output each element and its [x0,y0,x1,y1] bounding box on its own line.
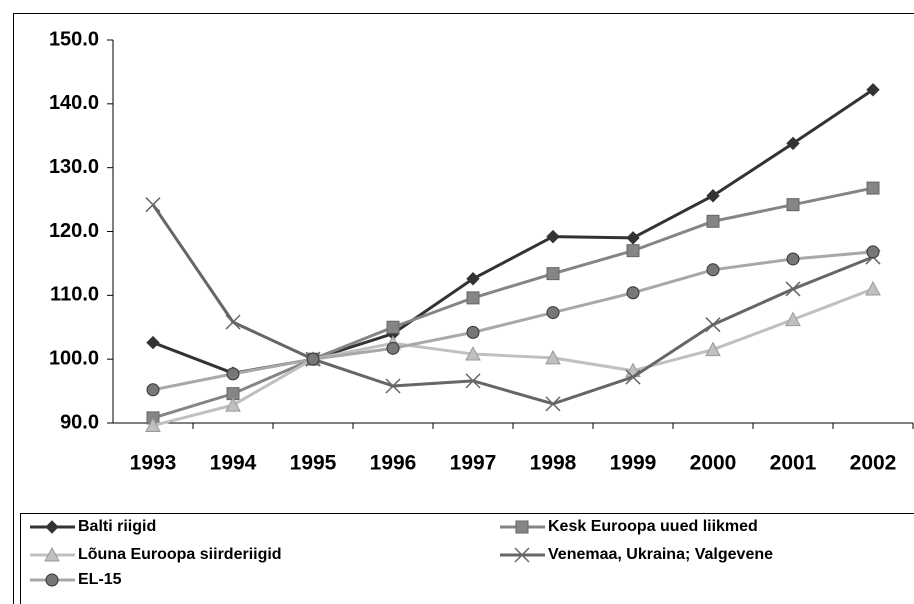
marker [385,378,401,394]
marker [625,369,641,385]
marker [306,352,320,366]
marker [546,306,560,320]
marker [865,280,881,296]
marker [515,520,529,534]
marker [146,383,160,397]
marker [466,325,480,339]
marker [466,272,480,286]
x-tick-label: 1993 [130,452,177,475]
legend-item: Venemaa, Ukraina; Valgevene [500,546,773,563]
x-tick-label: 2002 [850,452,897,475]
legend-item: Balti riigid [30,518,156,535]
series [145,280,881,433]
y-tick-label: 90.0 [60,411,99,433]
marker [514,547,530,563]
legend-label: Venemaa, Ukraina; Valgevene [548,546,773,563]
marker [45,520,59,534]
marker [706,214,720,228]
marker [44,546,60,562]
x-tick-label: 1994 [210,452,257,475]
marker [866,83,880,97]
marker [866,181,880,195]
marker [705,341,721,357]
y-tick-label: 150.0 [49,28,99,50]
marker [146,335,160,350]
series-line [152,250,874,392]
x-tick-label: 1995 [290,452,337,475]
marker [785,311,801,327]
chart-frame [13,13,914,604]
series-line [152,287,874,428]
series [146,245,880,397]
marker [45,573,59,587]
x-tick-label: 2001 [770,452,817,475]
marker [145,197,161,213]
x-tick-label: 1999 [610,452,657,475]
series-line [151,203,874,406]
marker [546,267,560,281]
series [146,83,880,380]
x-tick-label: 1997 [450,452,497,475]
legend-label: Balti riigid [78,518,156,535]
series [145,197,881,412]
legend-item: Kesk Euroopa uued liikmed [500,518,758,535]
marker [705,317,721,333]
marker [546,229,560,244]
y-tick-label: 130.0 [49,156,99,178]
marker [225,314,241,330]
marker [545,349,561,365]
x-tick-label: 2000 [690,452,737,475]
y-tick-label: 100.0 [49,347,99,369]
marker [225,397,241,412]
marker [785,281,801,297]
y-tick-label: 120.0 [49,220,99,242]
marker [706,189,720,203]
marker [786,198,800,212]
marker [386,320,400,334]
marker [386,341,400,355]
marker [545,396,561,412]
series-line [152,186,874,420]
marker [145,417,161,433]
marker [466,291,480,305]
marker [706,263,720,277]
marker [626,244,640,258]
marker [465,346,481,361]
marker [626,286,640,300]
marker [786,252,800,266]
y-tick-label: 110.0 [50,284,99,306]
legend-label: Kesk Euroopa uued liikmed [548,518,758,535]
legend-label: Lõuna Euroopa siirderiigid [78,546,282,563]
marker [626,231,640,245]
y-tick-label: 140.0 [49,92,99,114]
legend-item: Lõuna Euroopa siirderiigid [30,546,282,563]
x-tick-label: 1998 [530,452,577,475]
x-tick-label: 1996 [370,452,417,475]
series [146,181,880,425]
marker [866,245,880,259]
legend-item: EL-15 [30,571,122,588]
marker [786,136,800,151]
marker [465,373,481,389]
legend-box [20,513,914,604]
marker [226,367,240,381]
legend-label: EL-15 [78,571,122,588]
